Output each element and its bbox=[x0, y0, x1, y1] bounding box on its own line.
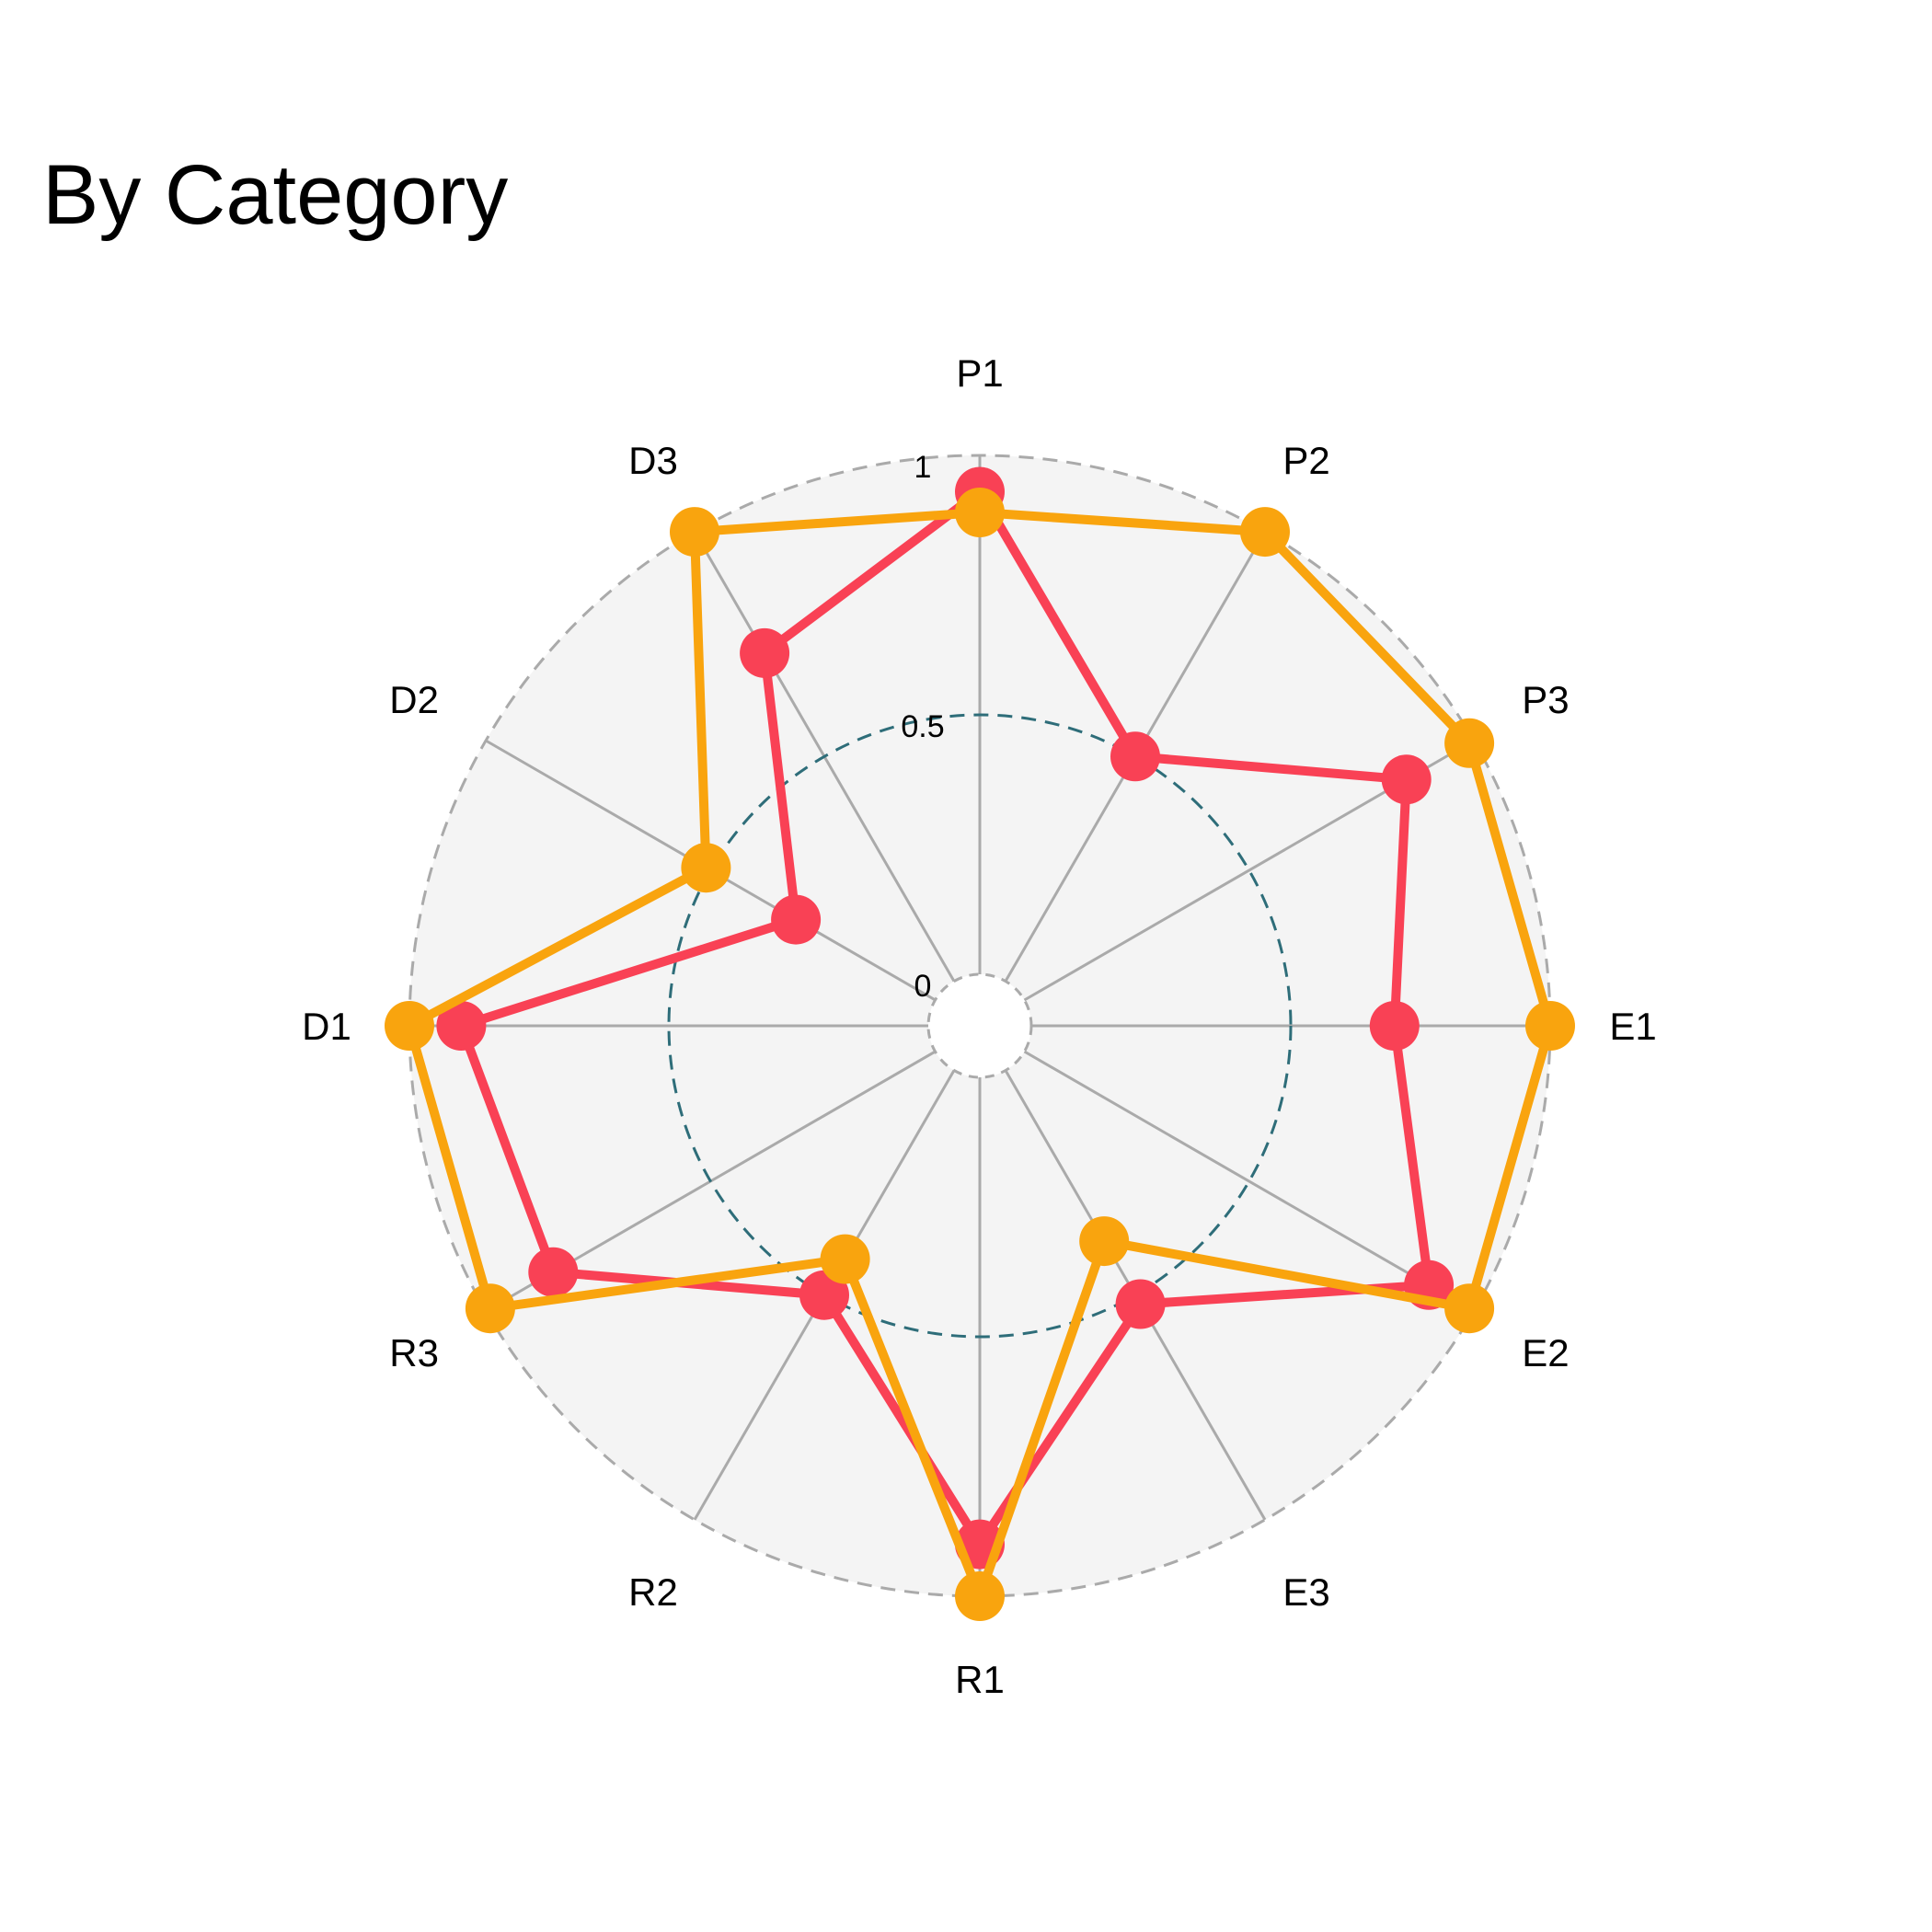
series-1-point-d3 bbox=[740, 627, 790, 678]
series-1 bbox=[436, 466, 1455, 1570]
tick-label-1: 1 bbox=[914, 450, 932, 485]
series-2-point-e1 bbox=[1525, 1001, 1575, 1051]
series-2-point-d2 bbox=[681, 843, 731, 893]
inner-ring bbox=[926, 972, 1033, 1079]
series-2-point-p1 bbox=[955, 488, 1005, 537]
series-2-point-r1 bbox=[955, 1571, 1005, 1621]
reference-ring bbox=[667, 713, 1293, 1339]
series-2-point-d1 bbox=[385, 1001, 434, 1051]
axis-label-e2: E2 bbox=[1522, 1331, 1569, 1374]
series-2-point-e2 bbox=[1444, 1283, 1495, 1334]
series-1-point-e1 bbox=[1369, 1001, 1420, 1051]
series-2-point-r2 bbox=[820, 1234, 870, 1284]
axis-label-p3: P3 bbox=[1522, 678, 1569, 721]
axis-label-e1: E1 bbox=[1609, 1005, 1656, 1048]
spoke-e2 bbox=[1023, 1050, 1475, 1313]
series-layer bbox=[385, 466, 1575, 1621]
axis-labels: P1 P2 P3 E1 E2 E3 R1 R2 R3 D1 D2 D3 bbox=[302, 351, 1657, 1701]
series-1-point-p3 bbox=[1381, 754, 1432, 805]
axis-label-p1: P1 bbox=[956, 351, 1003, 395]
axis-label-e3: E3 bbox=[1282, 1570, 1329, 1614]
series-1-point-r3 bbox=[528, 1247, 579, 1297]
axis-label-d1: D1 bbox=[302, 1005, 351, 1048]
tick-label-0-5: 0.5 bbox=[901, 709, 944, 744]
series-1-point-d2 bbox=[771, 894, 822, 945]
axis-label-r2: R2 bbox=[628, 1570, 678, 1614]
axis-label-r3: R3 bbox=[389, 1331, 439, 1374]
axis-label-r1: R1 bbox=[955, 1658, 1005, 1701]
series-1-point-r2 bbox=[799, 1270, 849, 1320]
series-2 bbox=[385, 488, 1575, 1621]
center-hole bbox=[928, 974, 1031, 1077]
plot-background bbox=[409, 455, 1550, 1596]
series-2-point-p3 bbox=[1444, 718, 1495, 768]
axis-label-d3: D3 bbox=[628, 439, 678, 482]
series-2-point-r3 bbox=[465, 1283, 515, 1334]
series-1-point-p2 bbox=[1110, 731, 1160, 782]
series-2-point-p2 bbox=[1240, 507, 1290, 558]
radial-ticks: 00.51 bbox=[901, 450, 944, 1004]
chart-title: By Category bbox=[42, 148, 509, 242]
series-1-point-d1 bbox=[436, 1001, 487, 1051]
axis-label-p2: P2 bbox=[1282, 439, 1329, 482]
series-2-point-d3 bbox=[670, 507, 719, 558]
series-2-point-e3 bbox=[1079, 1216, 1130, 1267]
tick-label-0: 0 bbox=[914, 969, 932, 1004]
axis-label-d2: D2 bbox=[389, 678, 439, 721]
series-1-point-e3 bbox=[1115, 1279, 1166, 1329]
